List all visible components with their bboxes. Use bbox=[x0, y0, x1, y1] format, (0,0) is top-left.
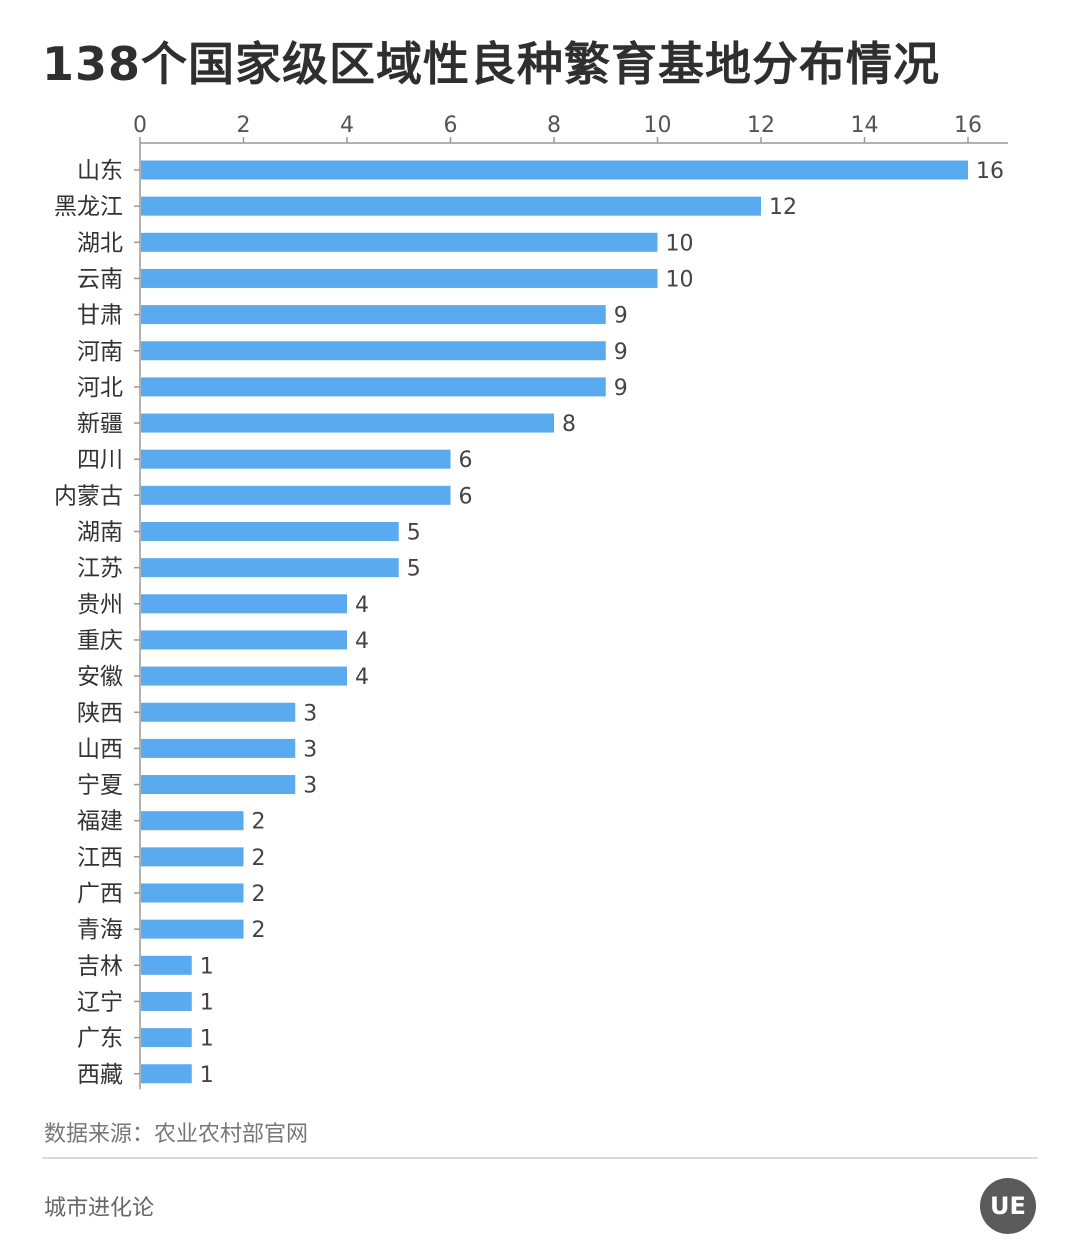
category-label: 新疆 bbox=[77, 411, 123, 437]
value-label: 1 bbox=[200, 990, 214, 1015]
value-label: 3 bbox=[303, 701, 317, 726]
value-label: 9 bbox=[614, 304, 628, 329]
value-label: 5 bbox=[407, 521, 421, 546]
category-label: 安徽 bbox=[77, 664, 123, 690]
x-tick-label: 0 bbox=[133, 113, 147, 138]
category-label: 云南 bbox=[77, 266, 123, 292]
value-label: 9 bbox=[614, 340, 628, 365]
x-tick-label: 10 bbox=[644, 113, 672, 138]
bar bbox=[141, 160, 968, 180]
value-label: 3 bbox=[303, 774, 317, 799]
bar bbox=[141, 1028, 192, 1048]
value-label: 8 bbox=[562, 412, 576, 437]
category-label: 山东 bbox=[77, 158, 123, 184]
bar bbox=[141, 341, 606, 361]
brand-logo: UE bbox=[980, 1178, 1036, 1234]
category-label: 贵州 bbox=[77, 592, 123, 618]
bar bbox=[141, 883, 244, 903]
bar bbox=[141, 413, 554, 433]
x-tick-label: 16 bbox=[954, 113, 982, 138]
value-label: 16 bbox=[976, 159, 1004, 184]
value-label: 6 bbox=[459, 484, 473, 509]
category-label: 河北 bbox=[77, 375, 123, 401]
value-label: 10 bbox=[666, 231, 694, 256]
bar bbox=[141, 630, 347, 650]
value-label: 5 bbox=[407, 557, 421, 582]
bar bbox=[141, 522, 399, 541]
category-label: 江苏 bbox=[77, 556, 123, 582]
x-tick-label: 2 bbox=[237, 113, 251, 138]
category-label: 黑龙江 bbox=[54, 194, 123, 220]
bar bbox=[141, 485, 451, 505]
x-tick-label: 12 bbox=[747, 113, 775, 138]
category-label: 辽宁 bbox=[77, 989, 123, 1015]
bar bbox=[141, 268, 658, 288]
x-tick-label: 8 bbox=[547, 113, 561, 138]
value-label: 9 bbox=[614, 376, 628, 401]
value-label: 3 bbox=[303, 737, 317, 762]
value-label: 6 bbox=[459, 448, 473, 473]
bar bbox=[141, 594, 347, 614]
category-label: 湖北 bbox=[77, 230, 123, 256]
value-label: 10 bbox=[666, 267, 694, 292]
category-label: 湖南 bbox=[77, 520, 123, 546]
bar bbox=[141, 305, 606, 325]
bar bbox=[141, 666, 347, 686]
bar bbox=[141, 847, 244, 867]
category-label: 四川 bbox=[77, 447, 123, 473]
value-label: 4 bbox=[355, 629, 369, 654]
bar bbox=[141, 377, 606, 397]
bar bbox=[141, 775, 296, 795]
value-label: 1 bbox=[200, 1027, 214, 1052]
brand-name: 城市进化论 bbox=[44, 1196, 155, 1221]
bar bbox=[141, 702, 296, 722]
x-tick-label: 6 bbox=[444, 113, 458, 138]
value-label: 12 bbox=[769, 195, 797, 220]
bar bbox=[141, 232, 658, 252]
bar bbox=[141, 449, 451, 469]
value-label: 2 bbox=[252, 882, 266, 907]
value-label: 2 bbox=[252, 846, 266, 871]
bar bbox=[141, 738, 296, 758]
category-label: 宁夏 bbox=[77, 773, 123, 799]
bar bbox=[141, 1064, 192, 1084]
category-label: 河南 bbox=[77, 339, 123, 365]
category-label: 福建 bbox=[77, 809, 123, 835]
value-label: 1 bbox=[200, 954, 214, 979]
category-label: 内蒙古 bbox=[54, 483, 123, 509]
bar bbox=[141, 955, 192, 975]
bar bbox=[141, 811, 244, 831]
category-label: 甘肃 bbox=[77, 303, 123, 329]
value-label: 1 bbox=[200, 1063, 214, 1088]
category-label: 重庆 bbox=[77, 628, 123, 654]
category-label: 陕西 bbox=[77, 700, 123, 726]
x-tick-label: 4 bbox=[340, 113, 354, 138]
bar bbox=[141, 991, 192, 1011]
value-label: 4 bbox=[355, 593, 369, 618]
category-label: 广东 bbox=[77, 1026, 123, 1052]
x-tick-label: 14 bbox=[851, 113, 879, 138]
chart-title: 138个国家级区域性良种繁育基地分布情况 bbox=[42, 37, 941, 91]
category-label: 西藏 bbox=[77, 1062, 123, 1088]
footer-divider bbox=[42, 1157, 1038, 1159]
value-label: 2 bbox=[252, 810, 266, 835]
bar bbox=[141, 919, 244, 939]
value-label: 2 bbox=[252, 918, 266, 943]
value-label: 4 bbox=[355, 665, 369, 690]
data-source: 数据来源：农业农村部官网 bbox=[44, 1122, 309, 1147]
category-label: 江西 bbox=[77, 845, 123, 871]
category-label: 青海 bbox=[77, 917, 123, 943]
category-label: 吉林 bbox=[77, 953, 123, 979]
bar bbox=[141, 558, 399, 578]
category-label: 山西 bbox=[77, 736, 123, 762]
category-label: 广西 bbox=[77, 881, 123, 907]
bar bbox=[141, 196, 761, 216]
